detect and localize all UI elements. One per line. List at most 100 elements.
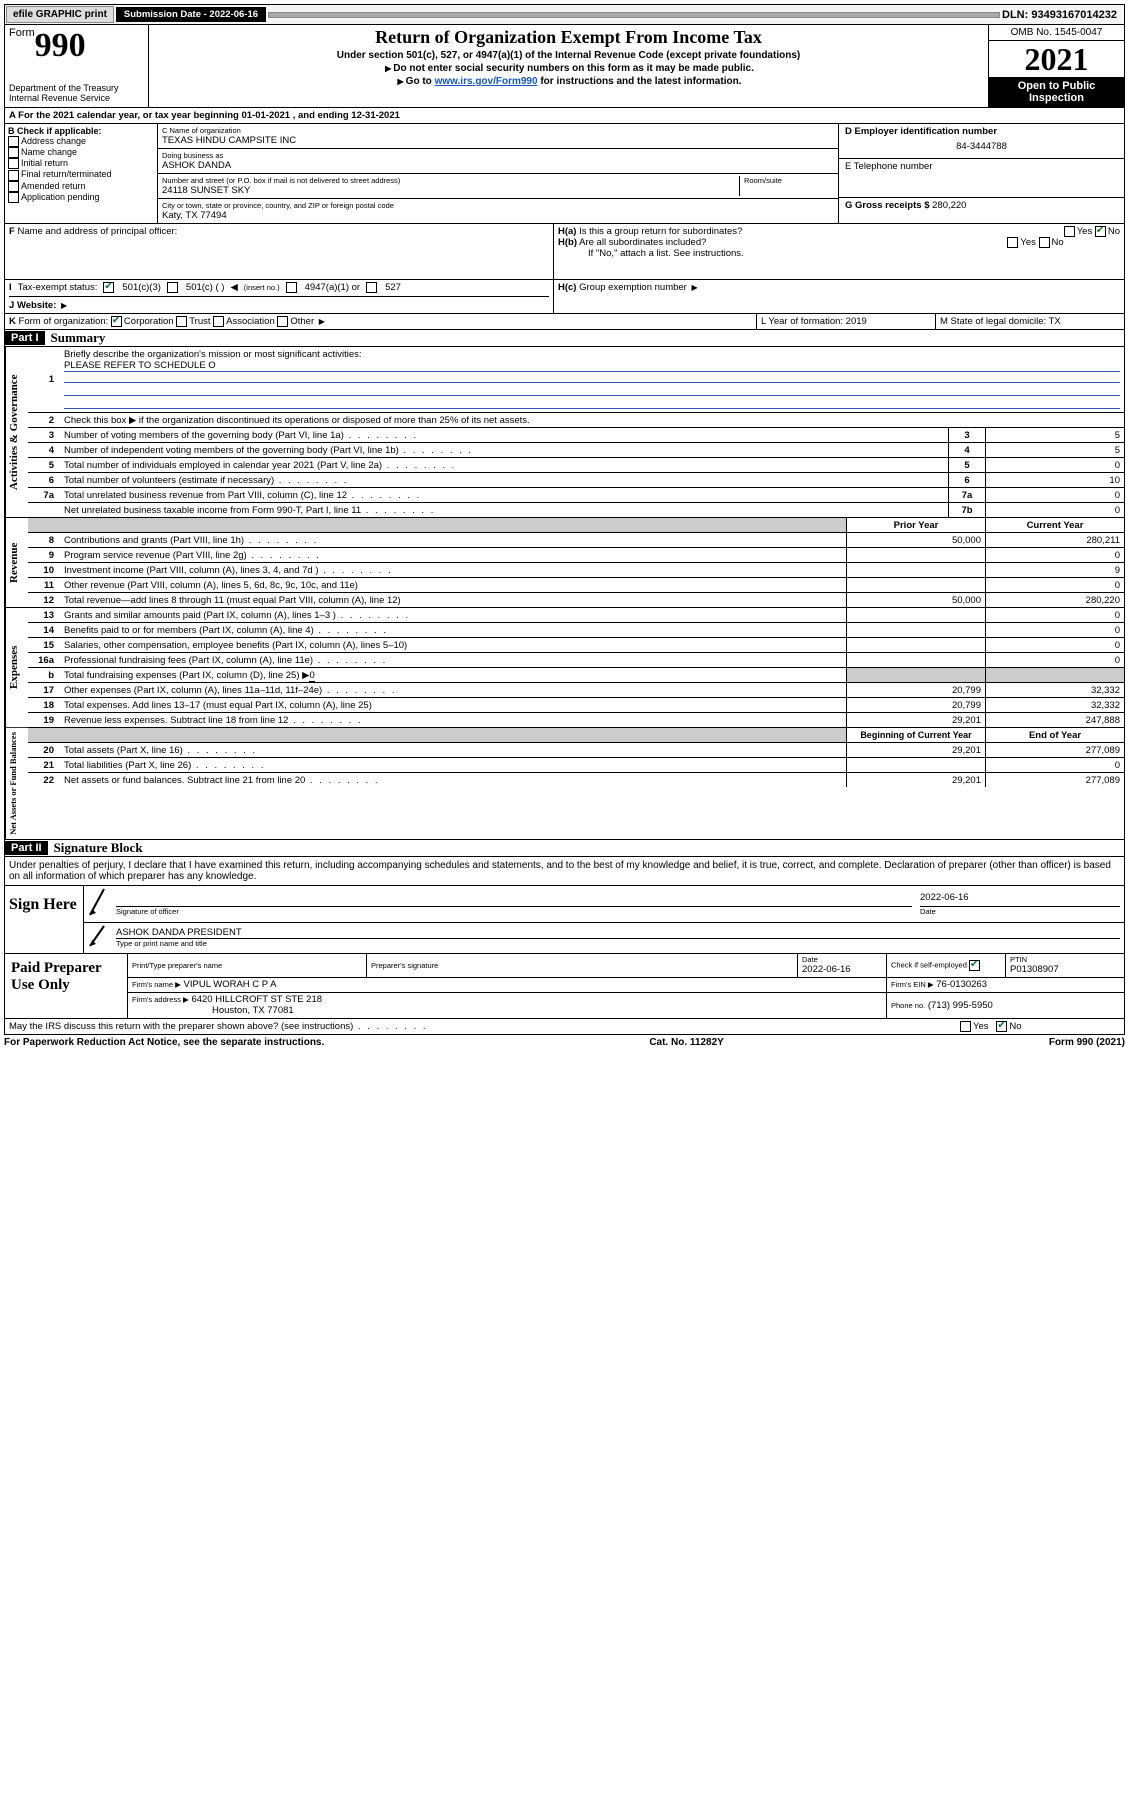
lbl-website: Website: bbox=[17, 300, 56, 311]
vlabel-expenses: Expenses bbox=[5, 608, 28, 727]
h-b-note: If "No," attach a list. See instructions… bbox=[558, 248, 1120, 259]
l20-py: 29,201 bbox=[847, 743, 986, 758]
prep-date: 2022-06-16 bbox=[802, 964, 882, 975]
officer-name-label: Type or print name and title bbox=[116, 939, 1120, 948]
irs-link[interactable]: www.irs.gov/Form990 bbox=[435, 76, 538, 87]
l10-cy: 9 bbox=[986, 563, 1125, 578]
l21-text: Total liabilities (Part X, line 26) bbox=[64, 760, 191, 771]
l8-py: 50,000 bbox=[847, 533, 986, 548]
l16a-text: Professional fundraising fees (Part IX, … bbox=[64, 655, 313, 666]
l14-text: Benefits paid to or for members (Part IX… bbox=[64, 625, 314, 636]
footer-cat: Cat. No. 11282Y bbox=[649, 1037, 723, 1048]
firm-addr-label: Firm's address ▶ bbox=[132, 995, 189, 1004]
h-b-text: Are all subordinates included? bbox=[579, 237, 706, 248]
l18-py: 20,799 bbox=[847, 698, 986, 713]
ein-value: 84-3444788 bbox=[845, 137, 1118, 156]
l7b-text: Net unrelated business taxable income fr… bbox=[64, 505, 361, 516]
l18-text: Total expenses. Add lines 13–17 (must eq… bbox=[64, 700, 372, 711]
chk-501c[interactable] bbox=[167, 282, 178, 293]
chk-hb-no[interactable] bbox=[1039, 237, 1050, 248]
l21-cy: 0 bbox=[986, 758, 1125, 773]
chk-527[interactable] bbox=[366, 282, 377, 293]
l19-text: Revenue less expenses. Subtract line 18 … bbox=[64, 715, 288, 726]
chk-initial-return[interactable] bbox=[8, 158, 19, 169]
chk-ha-yes[interactable] bbox=[1064, 226, 1075, 237]
l9-text: Program service revenue (Part VIII, line… bbox=[64, 550, 247, 561]
efile-print-button[interactable]: efile GRAPHIC print bbox=[6, 6, 114, 23]
lbl-no3: No bbox=[1009, 1021, 1021, 1032]
l20-text: Total assets (Part X, line 16) bbox=[64, 745, 183, 756]
chk-hb-yes[interactable] bbox=[1007, 237, 1018, 248]
l16b-value: 0 bbox=[309, 670, 314, 682]
hdr-prior-year: Prior Year bbox=[847, 518, 986, 533]
form-number: 990 bbox=[35, 27, 86, 64]
l13-cy: 0 bbox=[986, 608, 1125, 623]
chk-app-pending[interactable] bbox=[8, 192, 19, 203]
lbl-name-change: Name change bbox=[21, 147, 77, 157]
chk-name-change[interactable] bbox=[8, 147, 19, 158]
lbl-app-pending: Application pending bbox=[21, 192, 100, 202]
chk-501c3[interactable] bbox=[103, 282, 114, 293]
lbl-other: Other bbox=[290, 316, 314, 327]
l13-text: Grants and similar amounts paid (Part IX… bbox=[64, 610, 336, 621]
l14-cy: 0 bbox=[986, 623, 1125, 638]
lbl-gross: G Gross receipts $ bbox=[845, 200, 929, 211]
section-activities-governance: Activities & Governance 1 Briefly descri… bbox=[4, 347, 1125, 518]
chk-trust[interactable] bbox=[176, 316, 187, 327]
lbl-no: No bbox=[1108, 226, 1120, 237]
box-m: M State of legal domicile: TX bbox=[936, 314, 1124, 329]
firm-phone: (713) 995-5950 bbox=[928, 1000, 993, 1011]
l5-value: 0 bbox=[986, 458, 1125, 473]
tax-year: 2021 bbox=[989, 41, 1124, 77]
l9-cy: 0 bbox=[986, 548, 1125, 563]
org-name: TEXAS HINDU CAMPSITE INC bbox=[162, 135, 834, 146]
l7a-text: Total unrelated business revenue from Pa… bbox=[64, 490, 347, 501]
chk-self-employed[interactable] bbox=[969, 960, 980, 971]
gross-receipts: 280,220 bbox=[932, 200, 966, 211]
header-line1: Do not enter social security numbers on … bbox=[393, 63, 754, 74]
l7b-value: 0 bbox=[986, 503, 1125, 518]
l5-text: Total number of individuals employed in … bbox=[64, 460, 382, 471]
l10-text: Investment income (Part VIII, column (A)… bbox=[64, 565, 319, 576]
box-l: L Year of formation: 2019 bbox=[757, 314, 936, 329]
part-2-label: Part II bbox=[5, 841, 48, 855]
l7a-value: 0 bbox=[986, 488, 1125, 503]
hdr-current-year: Current Year bbox=[986, 518, 1125, 533]
dept-treasury: Department of the Treasury bbox=[9, 83, 144, 93]
chk-4947[interactable] bbox=[286, 282, 297, 293]
l4-text: Number of independent voting members of … bbox=[64, 445, 399, 456]
chk-corp[interactable] bbox=[111, 316, 122, 327]
chk-ha-no[interactable] bbox=[1095, 226, 1106, 237]
sig-date-label: Date bbox=[920, 907, 1120, 916]
l2-text: Check this box ▶ if the organization dis… bbox=[60, 413, 1124, 428]
chk-mayirs-no[interactable] bbox=[996, 1021, 1007, 1032]
chk-mayirs-yes[interactable] bbox=[960, 1021, 971, 1032]
chk-other[interactable] bbox=[277, 316, 288, 327]
chk-final-return[interactable] bbox=[8, 170, 19, 181]
chk-amended[interactable] bbox=[8, 181, 19, 192]
lbl-corp: Corporation bbox=[124, 316, 174, 327]
l6-text: Total number of volunteers (estimate if … bbox=[64, 475, 274, 486]
firm-addr2: Houston, TX 77081 bbox=[132, 1005, 294, 1016]
hdr-bcy: Beginning of Current Year bbox=[847, 728, 986, 743]
form-prefix: Form bbox=[9, 27, 35, 39]
lbl-ein: D Employer identification number bbox=[845, 126, 1118, 137]
phone-label: Phone no. bbox=[891, 1001, 925, 1010]
l8-cy: 280,211 bbox=[986, 533, 1125, 548]
firm-name-label: Firm's name ▶ bbox=[132, 980, 181, 989]
l18-cy: 32,332 bbox=[986, 698, 1125, 713]
efile-top-bar: efile GRAPHIC print Submission Date - 20… bbox=[4, 4, 1125, 25]
lbl-trust: Trust bbox=[189, 316, 210, 327]
officer-name-title: ASHOK DANDA PRESIDENT bbox=[116, 927, 1120, 939]
section-expenses: Expenses 13Grants and similar amounts pa… bbox=[4, 608, 1125, 728]
l17-cy: 32,332 bbox=[986, 683, 1125, 698]
part-1-header: Part I Summary bbox=[4, 330, 1125, 347]
chk-address-change[interactable] bbox=[8, 136, 19, 147]
lbl-room: Room/suite bbox=[744, 176, 834, 185]
box-b-header: B Check if applicable: bbox=[8, 126, 154, 136]
chk-assoc[interactable] bbox=[213, 316, 224, 327]
l3-value: 5 bbox=[986, 428, 1125, 443]
otpi-2: Inspection bbox=[1029, 92, 1084, 104]
lbl-assoc: Association bbox=[226, 316, 275, 327]
otpi-1: Open to Public bbox=[1018, 80, 1096, 92]
